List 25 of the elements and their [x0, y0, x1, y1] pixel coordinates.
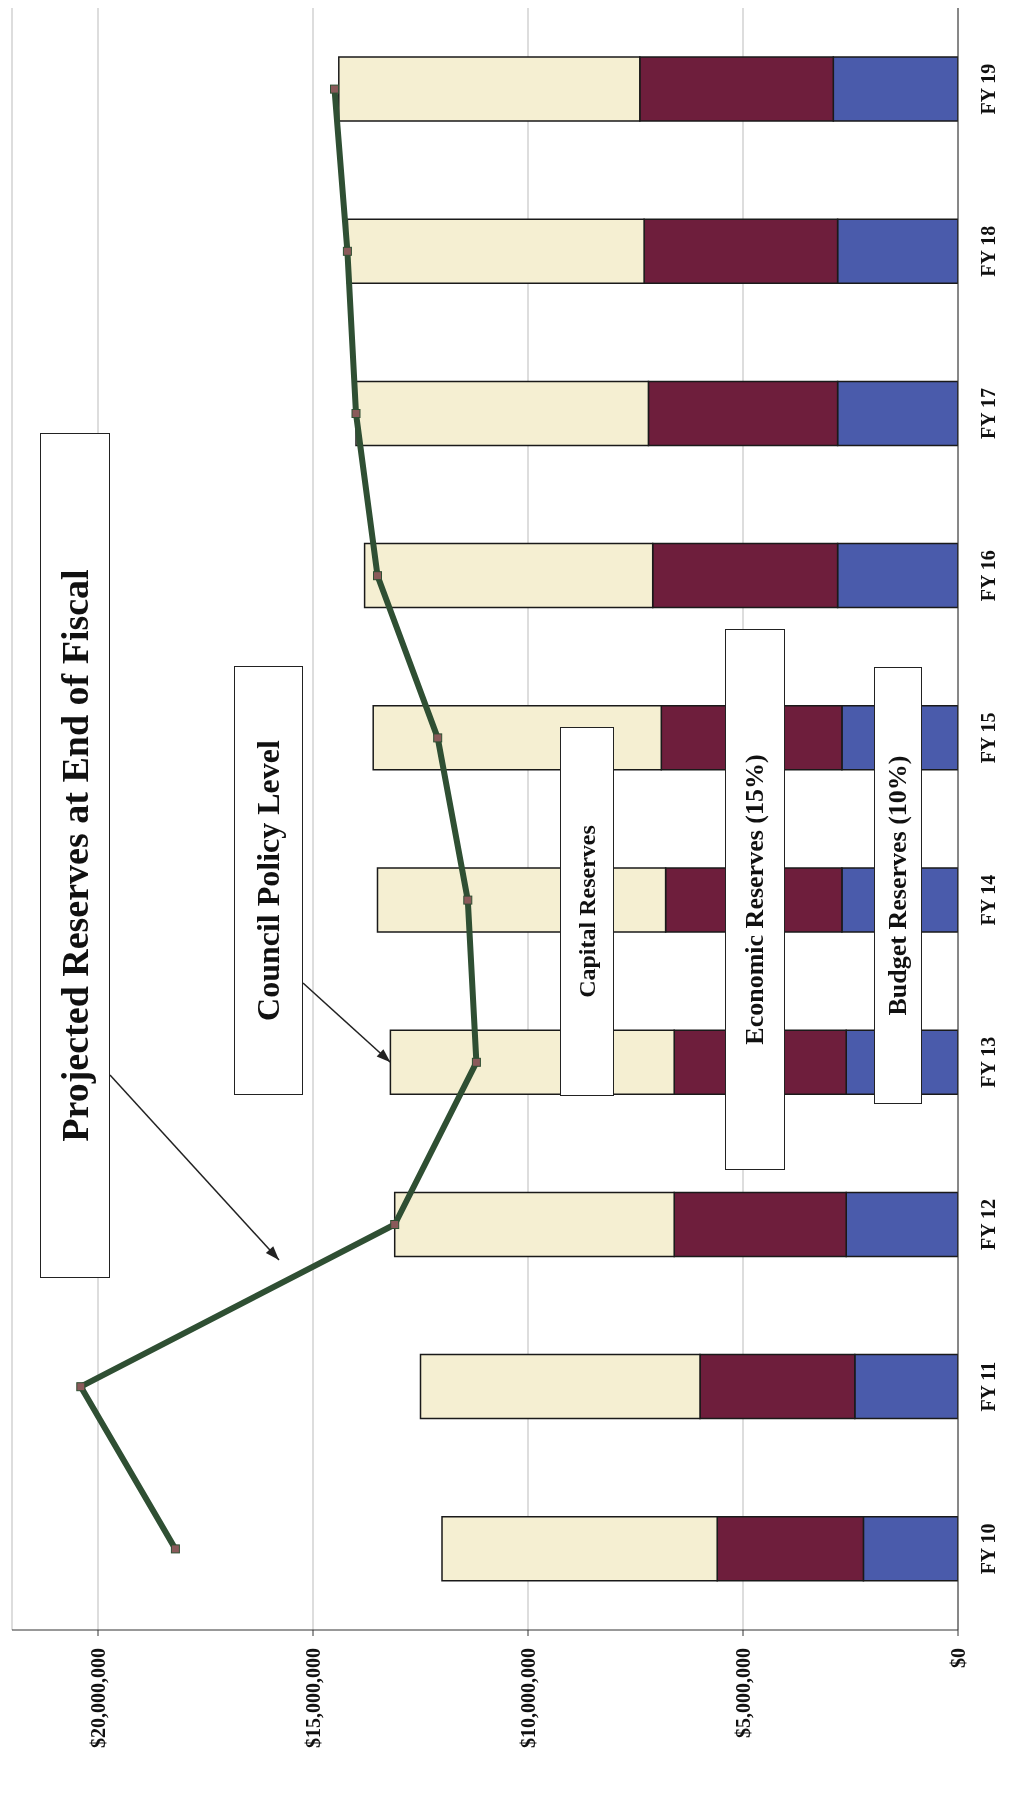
point [390, 1220, 400, 1229]
y-tick-label: FY 18 [977, 225, 999, 277]
y-tick-label: FY 19 [977, 63, 999, 115]
point [330, 84, 339, 94]
x-tick-label: $0 [947, 1648, 969, 1668]
y-tick-label: FY 17 [977, 388, 999, 439]
point [76, 1382, 86, 1392]
point [463, 895, 473, 905]
point [170, 1544, 180, 1554]
point [342, 246, 352, 256]
y-tick-label: FY 16 [977, 550, 999, 602]
x-tick-label: $10,000,000 [517, 1648, 539, 1748]
x-tick-label: $15,000,000 [302, 1648, 324, 1748]
x-tick-label: $20,000,000 [87, 1648, 109, 1748]
x-tick-label: $5,000,000 [732, 1648, 754, 1738]
y-tick-label: FY 15 [977, 712, 999, 764]
y-tick-label: FY 11 [977, 1361, 999, 1412]
y-tick-label: FY 14 [977, 874, 999, 926]
y-tick-label: FY 12 [977, 1199, 999, 1250]
y-tick-label: FY 10 [977, 1523, 999, 1575]
point [433, 733, 443, 743]
point [373, 571, 382, 581]
point [351, 409, 361, 418]
point [471, 1057, 481, 1067]
y-tick-label: FY 13 [977, 1036, 999, 1088]
